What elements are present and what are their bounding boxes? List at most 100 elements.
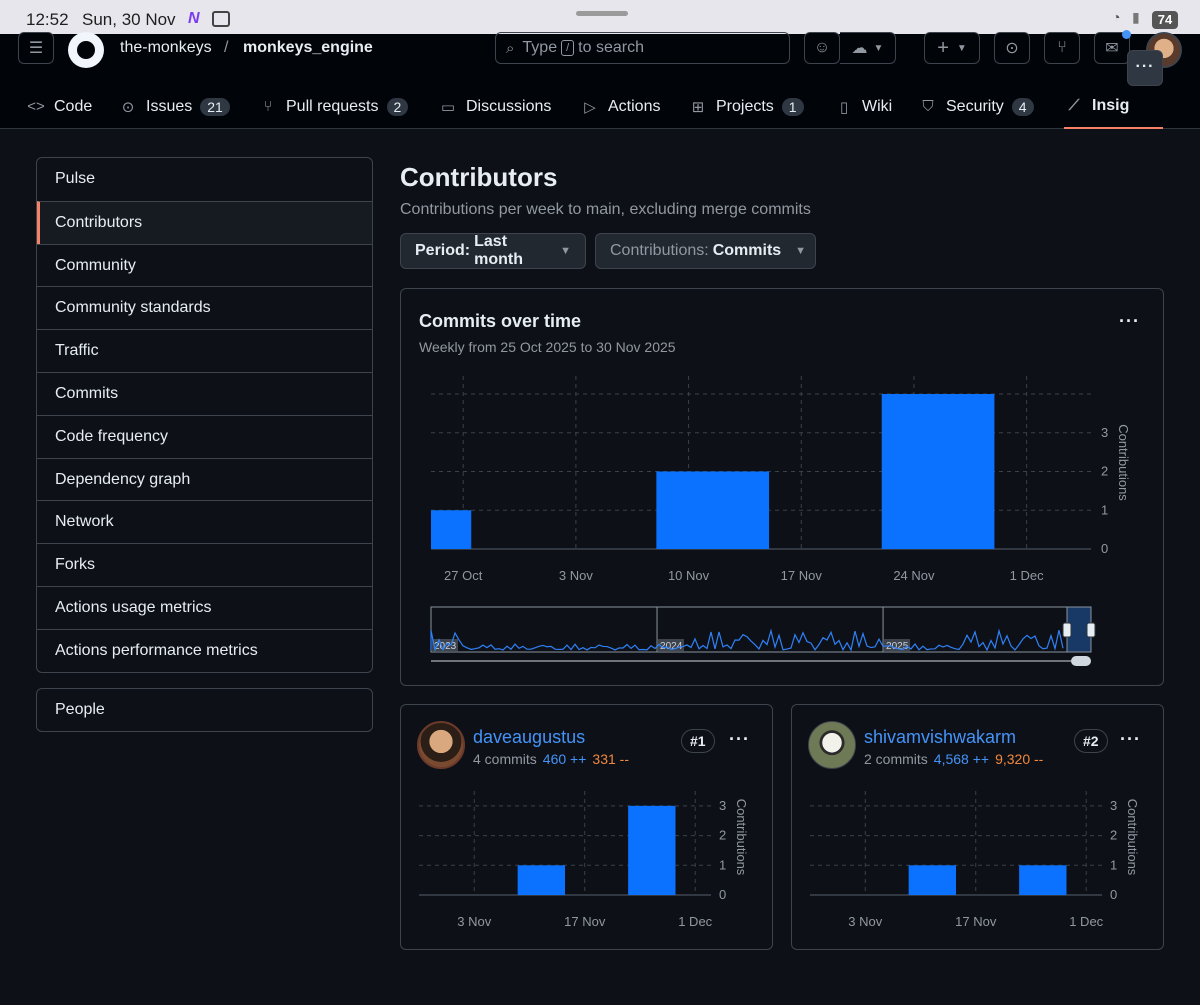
contributor-card: daveaugustus 4 commits 460 ++ 331 -- #1 ··… [400,704,773,950]
chevron-down-icon: ▼ [956,42,967,54]
tab-count: 21 [200,97,230,116]
sidebar-item-people[interactable]: People [36,688,373,732]
tab-count: 1 [781,97,804,116]
additions-count: 460 ++ [542,751,587,767]
bar [656,471,770,549]
commit-count-link[interactable]: 2 commits [864,751,928,767]
y-tick-label: 3 [1101,425,1108,440]
copilot-icon: ☺ [813,39,831,56]
x-tick-label: 1 Dec [1010,568,1044,583]
contributions-value: Commits [712,242,782,259]
tab-code[interactable]: <> Code [26,84,92,129]
tab-projects[interactable]: ⊞ Projects 1 [688,84,804,129]
book-icon: ▯ [839,98,849,116]
rank-badge: #1 [681,729,715,753]
pull-requests-button[interactable]: ⑂ [1044,32,1080,64]
period-dropdown[interactable]: Period: Last month ▼ [400,233,586,269]
tab-label: Security [946,97,1004,115]
tab-label: Projects [716,97,774,115]
additions-count: 4,568 ++ [933,751,990,767]
chart-options-button[interactable]: ··· [1119,311,1140,332]
avatar[interactable] [417,721,465,769]
issues-button[interactable]: ⊙ [994,32,1030,64]
y-tick-label: 2 [719,828,726,843]
sidebar-item-dependency-graph[interactable]: Dependency graph [37,457,372,501]
table-icon: ⊞ [691,98,705,116]
contributor-name-link[interactable]: shivamvishwakarm [864,727,1017,747]
repo-name-link[interactable]: monkeys_engine [243,39,373,56]
tab-label: Wiki [862,97,893,115]
sidebar-item-traffic[interactable]: Traffic [37,329,372,372]
x-tick-label: 24 Nov [893,568,935,583]
tab-label: Insig [1092,96,1130,114]
sidebar-item-network[interactable]: Network [37,500,372,543]
tab-label: Discussions [466,97,552,115]
x-tick-label: 17 Nov [955,914,997,929]
y-axis-label: Contributions [1116,424,1131,501]
contributor-name-link[interactable]: daveaugustus [473,727,586,747]
contributor-chart: 3 Nov 17 Nov 1 Dec 0 1 2 3 Contributions [810,791,1140,929]
repo-owner-link[interactable]: the-monkeys [120,39,212,56]
chevron-down-icon: ▼ [795,245,807,257]
avatar[interactable] [808,721,856,769]
deletions-count: 9,320 -- [995,751,1044,767]
rank-badge: #2 [1074,729,1108,753]
tab-insights[interactable]: ⟋ Insig [1064,84,1164,129]
pull-request-icon: ⑂ [1057,39,1067,56]
contributor-options-button[interactable]: ··· [729,729,750,750]
copilot-button[interactable]: ☺ [804,32,840,64]
y-tick-label: 1 [1101,502,1108,517]
bar [431,510,472,549]
y-tick-label: 3 [719,798,726,813]
kebab-horizontal-icon: ··· [729,729,750,749]
bar [1019,865,1067,895]
tab-actions[interactable]: ▷ Actions [580,84,660,129]
sidebar-item-community[interactable]: Community [37,243,372,287]
sidebar-item-commits[interactable]: Commits [37,371,372,415]
x-tick-label: 3 Nov [559,568,593,583]
commit-count-link[interactable]: 4 commits [473,751,537,767]
menu-button[interactable]: ☰ [18,32,54,64]
contributor-options-button[interactable]: ··· [1120,729,1141,750]
copilot-menu-button[interactable]: ☁ ▼ [840,32,896,64]
y-axis-label: Contributions [734,799,749,876]
navigator-year-label: 2025 [886,641,909,652]
x-tick-label: 1 Dec [678,914,712,929]
search-input[interactable]: ⌕ Type / to search [495,32,790,64]
notification-indicator [1122,30,1131,39]
tab-security[interactable]: ⛉ Security 4 [918,84,1034,129]
y-tick-label: 3 [1110,798,1117,813]
kebab-horizontal-icon: ··· [1135,58,1155,75]
tab-issues[interactable]: ⊙ Issues 21 [118,84,230,129]
tab-label: Pull requests [286,97,379,115]
sidebar-item-community-standards[interactable]: Community standards [37,286,372,329]
more-tabs-button[interactable]: ··· [1127,50,1163,86]
create-new-button[interactable]: + ▼ [924,32,980,64]
top-handle[interactable] [576,11,628,16]
chevron-down-icon: ▼ [560,245,571,257]
contributions-dropdown[interactable]: Contributions: Commits ▼ [595,233,816,269]
search-placeholder-end: to search [578,39,644,56]
sidebar-item-code-frequency[interactable]: Code frequency [37,414,372,458]
y-tick-label: 0 [719,887,726,902]
tab-pull-requests[interactable]: ⑂ Pull requests 2 [258,84,409,129]
bar [908,865,956,895]
cloud-icon: ☁ [851,40,868,57]
issue-icon: ⊙ [121,98,135,116]
contributor-chart: 3 Nov 17 Nov 1 Dec 0 1 2 3 Contributions [419,791,749,929]
tab-count: 4 [1011,97,1034,116]
tab-discussions[interactable]: ▭ Discussions [438,84,551,129]
contributor-card: shivamvishwakarm 2 commits 4,568 ++ 9,320 … [791,704,1164,950]
status-date: Sun, 30 Nov [82,10,176,29]
sidebar-item-pulse[interactable]: Pulse [55,170,96,187]
sidebar-item-actions-performance-metrics[interactable]: Actions performance metrics [37,628,372,672]
code-icon: <> [27,98,45,115]
sidebar-item-forks[interactable]: Forks [37,543,372,586]
github-logo-icon[interactable] [68,32,104,68]
navigator-handle-right [1086,622,1096,638]
x-tick-label: 3 Nov [457,914,491,929]
sidebar-item-actions-usage-metrics[interactable]: Actions usage metrics [37,585,372,629]
inbox-icon: ✉ [1105,40,1119,57]
sidebar-item-contributors[interactable]: Contributors [37,200,372,244]
tab-wiki[interactable]: ▯ Wiki [834,84,892,129]
